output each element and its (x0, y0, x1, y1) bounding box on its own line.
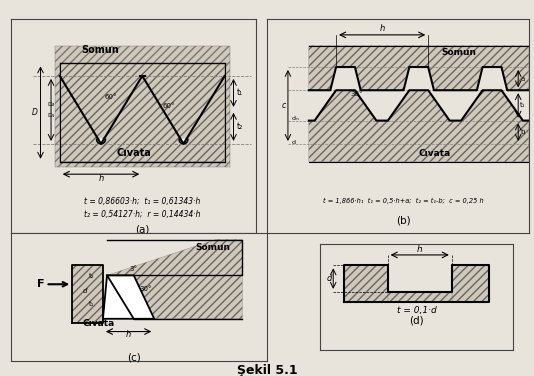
Text: dₘ: dₘ (292, 116, 300, 121)
Text: d: d (292, 139, 296, 144)
Polygon shape (54, 45, 230, 167)
Text: t₁: t₁ (237, 88, 243, 97)
Polygon shape (60, 76, 225, 162)
Text: h: h (380, 24, 385, 33)
Text: (b): (b) (396, 215, 410, 225)
Text: (a): (a) (135, 224, 150, 234)
Text: t = 1,866·h₁  t₁ = 0,5·h+a;  t₂ = t₁-b;  c = 0,25 h: t = 1,866·h₁ t₁ = 0,5·h+a; t₂ = t₁-b; c … (323, 197, 483, 203)
Polygon shape (60, 64, 225, 144)
Text: h: h (417, 245, 422, 254)
Text: D: D (32, 108, 37, 117)
Text: t = 0,1·d: t = 0,1·d (397, 306, 436, 315)
Text: t = 0,86603·h;  t₁ = 0,61343·h: t = 0,86603·h; t₁ = 0,61343·h (84, 197, 200, 206)
Polygon shape (97, 139, 105, 144)
Text: 3°: 3° (130, 267, 138, 273)
Text: Somun: Somun (195, 243, 230, 252)
Text: F: F (37, 279, 45, 289)
Text: 30°: 30° (140, 286, 152, 292)
Polygon shape (309, 45, 529, 90)
Text: b: b (520, 129, 525, 135)
Text: 30°: 30° (351, 91, 363, 97)
Text: c: c (281, 101, 286, 110)
Text: d: d (327, 274, 332, 283)
Text: D₁: D₁ (48, 113, 55, 118)
Text: t₁: t₁ (520, 102, 526, 108)
Text: t₂ = 0,54127·h;  r = 0,14434·h: t₂ = 0,54127·h; r = 0,14434·h (84, 210, 201, 219)
Polygon shape (388, 292, 452, 302)
Text: (d): (d) (409, 315, 424, 325)
Polygon shape (452, 265, 489, 302)
Text: Cıvata: Cıvata (82, 320, 115, 329)
Polygon shape (309, 90, 529, 162)
Text: 60°: 60° (105, 94, 117, 100)
Text: Somun: Somun (441, 47, 476, 56)
Polygon shape (344, 265, 388, 302)
Text: d: d (82, 288, 87, 294)
Polygon shape (103, 275, 154, 319)
Text: 60°: 60° (162, 103, 175, 109)
Text: h: h (126, 330, 131, 339)
Text: h: h (98, 174, 104, 183)
Text: D₂: D₂ (48, 102, 55, 107)
Text: Cıvata: Cıvata (418, 149, 451, 158)
Polygon shape (179, 139, 188, 144)
Text: t₂: t₂ (89, 273, 94, 279)
Text: t₂: t₂ (237, 122, 244, 131)
Text: (c): (c) (127, 352, 140, 362)
Text: Somun: Somun (81, 45, 119, 55)
Text: Şekil 5.1: Şekil 5.1 (237, 364, 297, 376)
Polygon shape (72, 265, 103, 323)
Polygon shape (107, 240, 242, 319)
Text: t₁: t₁ (89, 301, 94, 307)
Text: Cıvata: Cıvata (116, 148, 151, 158)
Text: a: a (520, 76, 524, 82)
